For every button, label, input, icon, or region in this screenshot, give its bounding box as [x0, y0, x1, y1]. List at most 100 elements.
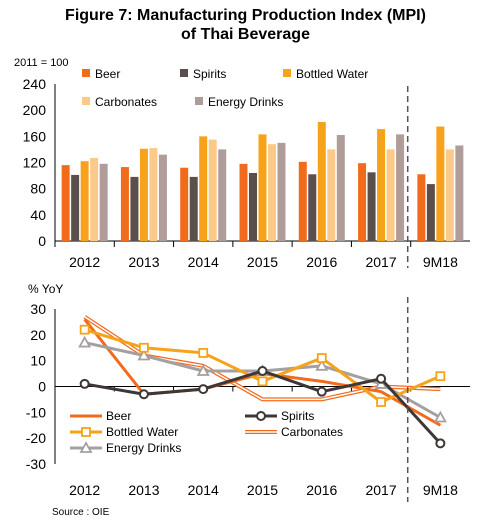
- line-point-bottled-water-2016: [316, 353, 327, 363]
- bar-bottled-water-2013: [139, 148, 148, 241]
- bar-y-tick-200: 200: [23, 102, 47, 118]
- figure-title: Figure 7: Manufacturing Production Index…: [0, 6, 491, 44]
- line-point-energy-drinks-2014: [196, 364, 210, 376]
- line-y-tick--10: -10: [26, 404, 46, 420]
- bar-x-label-2016: 2016: [306, 254, 337, 270]
- line-point-spirits-2016: [316, 386, 327, 397]
- line-point-bottled-water-2015: [257, 376, 268, 387]
- bar-beer-2013: [120, 167, 129, 241]
- bar-y-tick-40: 40: [30, 207, 46, 223]
- bar-x-label-2014: 2014: [188, 254, 219, 270]
- bar-energy-drinks-2016: [336, 135, 345, 241]
- figure-title-line-1: Figure 7: Manufacturing Production Index…: [65, 7, 426, 24]
- line-point-bottled-water-2013: [139, 342, 149, 353]
- line-point-spirits-2013: [138, 389, 149, 400]
- bar-carbonates-2013: [149, 148, 158, 241]
- line-y-tick-10: 10: [30, 353, 46, 369]
- line-legend-label-beer: Beer: [106, 409, 131, 423]
- bar-chart: 2011 = 100 0 40 80 120 160 200 240 2012 2013 2014 2…: [14, 57, 470, 270]
- line-point-energy-drinks-9m18: [433, 410, 447, 423]
- line-point-spirits-2012: [79, 378, 90, 389]
- bar-bottled-water-2015: [258, 134, 267, 241]
- bar-x-label-2013: 2013: [128, 254, 159, 270]
- bar-spirits-2013: [130, 176, 139, 241]
- bar-y-tick-120: 120: [23, 155, 47, 171]
- line-point-bottled-water-2012: [79, 324, 90, 335]
- bar-legend-swatch-bottled-water: [283, 69, 291, 77]
- bar-bottled-water-2016: [317, 121, 326, 241]
- bar-y-tick-240: 240: [23, 76, 47, 92]
- line-legend-label-bottled-water: Bottled Water: [106, 425, 178, 439]
- line-y-tick-0: 0: [38, 379, 46, 395]
- bar-legend-label-energy-drinks: Energy Drinks: [208, 95, 283, 109]
- line-x-label-2012: 2012: [69, 482, 100, 498]
- bar-spirits-2015: [249, 172, 257, 241]
- line-legend-label-carbonates: Carbonates: [281, 425, 343, 439]
- bar-y-tick-0: 0: [38, 233, 46, 249]
- bar-unit-label: 2011 = 100: [14, 57, 69, 69]
- bar-legend-label-bottled-water: Bottled Water: [296, 67, 368, 81]
- line-y-tick--20: -20: [26, 430, 46, 446]
- bar-spirits-2017: [367, 172, 376, 241]
- line-x-label-2017: 2017: [365, 482, 396, 498]
- bar-legend-label-spirits: Spirits: [193, 67, 226, 81]
- line-legend-label-energy-drinks: Energy Drinks: [106, 441, 181, 455]
- line-legend-marker-energy-drinks: [79, 441, 93, 453]
- bar-energy-drinks-2014: [218, 149, 227, 241]
- line-point-energy-drinks-2013: [137, 348, 151, 361]
- bar-carbonates-2017: [386, 149, 395, 241]
- line-point-spirits-2017: [376, 373, 387, 384]
- bar-bottled-water-2012: [80, 161, 89, 241]
- bar-legend-swatch-energy-drinks: [195, 97, 203, 105]
- line-point-bottled-water-2014: [198, 348, 209, 358]
- bar-beer-2015: [239, 163, 248, 241]
- bar-legend-swatch-beer: [82, 69, 90, 77]
- bar-beer-2016: [298, 161, 307, 241]
- source-note: Source : OIE: [52, 507, 110, 518]
- bar-legend-swatch-spirits: [180, 69, 188, 77]
- line-y-axis-label: % YoY: [28, 282, 63, 296]
- bar-legend-label-beer: Beer: [95, 67, 120, 81]
- line-point-bottled-water-9m18: [435, 371, 446, 382]
- bar-energy-drinks-9m18: [455, 145, 464, 241]
- line-point-bottled-water-2017: [376, 397, 386, 407]
- line-y-tick--30: -30: [26, 456, 46, 472]
- bar-energy-drinks-2015: [277, 142, 286, 241]
- bar-x-label-2017: 2017: [365, 254, 396, 270]
- line-chart: % YoY -30 -20 -10 0 10 20 30 2012 2013 2014 2015 201…: [26, 282, 470, 498]
- line-legend-marker-bottled-water: [81, 427, 91, 437]
- bar-carbonates-2016: [327, 149, 336, 241]
- line-x-label-9m18: 9M18: [423, 482, 458, 498]
- bar-carbonates-2014: [208, 139, 217, 241]
- line-x-label-2013: 2013: [128, 482, 159, 498]
- line-legend-marker-spirits: [256, 411, 266, 421]
- bar-bottled-water-2014: [199, 136, 208, 241]
- bar-energy-drinks-2017: [396, 134, 405, 241]
- bar-x-label-2012: 2012: [69, 254, 100, 270]
- line-point-spirits-9m18: [435, 438, 446, 449]
- bar-spirits-2016: [308, 174, 317, 241]
- bar-x-label-9m18: 9M18: [423, 254, 458, 270]
- bar-beer-2012: [61, 165, 70, 241]
- bar-x-label-2015: 2015: [247, 254, 278, 270]
- bar-beer-2017: [358, 163, 367, 241]
- bar-legend-swatch-carbonates: [82, 97, 90, 105]
- bar-legend-label-carbonates: Carbonates: [95, 95, 157, 109]
- bar-y-tick-80: 80: [30, 181, 46, 197]
- bar-y-tick-160: 160: [23, 128, 47, 144]
- bar-bottled-water-9m18: [436, 126, 445, 241]
- bar-carbonates-2012: [90, 157, 99, 241]
- bar-spirits-2014: [189, 176, 198, 241]
- bar-bottled-water-2017: [377, 129, 386, 241]
- bar-carbonates-2015: [268, 144, 276, 241]
- bar-spirits-2012: [71, 174, 80, 241]
- figure-title-line-2: of Thai Beverage: [181, 26, 310, 43]
- line-legend-label-spirits: Spirits: [281, 409, 314, 423]
- bar-energy-drinks-2013: [158, 154, 167, 241]
- line-point-spirits-2015: [257, 366, 268, 376]
- line-point-energy-drinks-2016: [315, 358, 329, 371]
- bar-carbonates-9m18: [445, 149, 454, 241]
- bar-beer-2014: [180, 167, 189, 241]
- line-y-tick-20: 20: [30, 327, 46, 343]
